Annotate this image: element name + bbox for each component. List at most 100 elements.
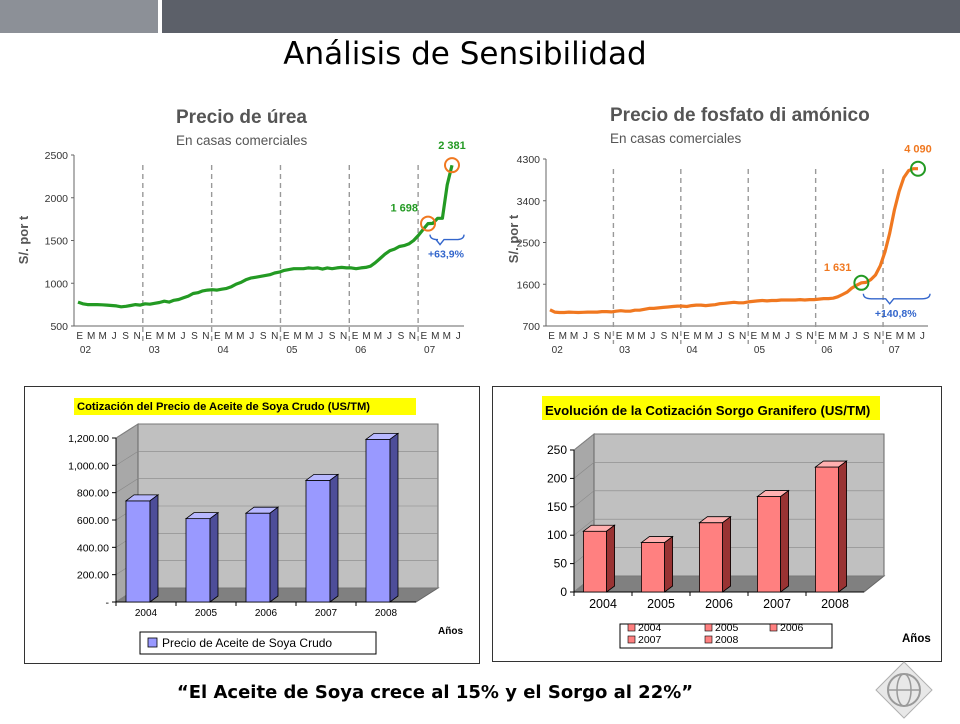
x-tick-label: E: [352, 331, 359, 342]
y-tick-label: 4300: [517, 154, 541, 166]
end-point-marker: [444, 157, 460, 174]
x-tick-label: M: [694, 331, 702, 342]
x-tick-label: N: [409, 331, 416, 342]
x-tick-label: 2006: [705, 597, 733, 611]
gridline-side: [573, 518, 595, 536]
x-tick-label: E: [214, 331, 221, 342]
bar-front: [305, 479, 331, 603]
y-tick-label: 150: [547, 500, 567, 514]
bar-front: [185, 518, 211, 603]
x-tick-label: E: [818, 331, 825, 342]
x-tick-label: E: [548, 331, 555, 342]
x-tick-label: M: [87, 331, 95, 342]
header-bar-left: [0, 0, 158, 33]
bar: [124, 494, 160, 603]
y-tick-label: 700: [522, 321, 540, 333]
chart-subtitle: En casas comerciales: [176, 133, 308, 148]
y-tick-label: 200: [547, 471, 567, 485]
x-tick-label: S: [795, 331, 802, 342]
start-value-label: 1 631: [824, 262, 852, 274]
bar: [640, 535, 674, 593]
x-tick-label: M: [761, 331, 769, 342]
y-tick-label: 2000: [45, 193, 69, 205]
x-tick-label: N: [604, 331, 611, 342]
chart-subtitle: En casas comerciales: [610, 131, 742, 146]
x-tick-label: M: [431, 331, 439, 342]
x-tick-label: 2008: [375, 608, 398, 619]
bar-front: [365, 438, 391, 603]
x-tick-label: E: [885, 331, 892, 342]
bar-front: [756, 496, 781, 593]
bar-front: [583, 530, 608, 593]
x-tick-label: E: [683, 331, 690, 342]
year-label: 04: [686, 345, 698, 356]
x-tick-label: M: [167, 331, 175, 342]
x-tick-label: M: [705, 331, 713, 342]
y-axis-label: S/. por t: [16, 215, 31, 264]
year-label: 05: [286, 345, 298, 356]
bar-side: [269, 506, 279, 603]
change-percent-label: +63,9%: [428, 249, 465, 261]
x-tick-label: S: [863, 331, 870, 342]
year-label: 06: [355, 345, 367, 356]
gridline-side: [115, 451, 139, 466]
chart-title-box: [542, 396, 880, 420]
legend-swatch: [627, 635, 636, 644]
year-label: 04: [218, 345, 230, 356]
x-tick-label: M: [305, 331, 313, 342]
y-tick-label: -: [106, 597, 110, 609]
y-tick-label: 0: [560, 585, 567, 599]
legend-label: 2004: [638, 622, 662, 634]
legend-label: 2007: [638, 634, 662, 646]
gridline-side: [573, 433, 595, 451]
x-tick-label: 2006: [255, 608, 278, 619]
bar-side: [606, 524, 615, 593]
x-tick-label: 2004: [589, 597, 617, 611]
chart-title: Precio de úrea: [176, 107, 307, 128]
x-tick-label: M: [828, 331, 836, 342]
chart-title: Evolución de la Cotización Sorgo Granife…: [545, 403, 870, 418]
x-tick-label: M: [156, 331, 164, 342]
x-tick-label: S: [191, 331, 198, 342]
chart-title: Precio de fosfato di amónico: [610, 105, 870, 126]
x-axis-label: Años: [438, 626, 463, 637]
year-label: 03: [149, 345, 161, 356]
end-point-marker: [910, 160, 926, 177]
change-brace: [862, 293, 931, 305]
y-tick-label: 250: [547, 443, 567, 457]
soy-oil-price-chart: Cotización del Precio de Aceite de Soya …: [24, 386, 480, 664]
x-tick-label: M: [626, 331, 634, 342]
year-label: 02: [80, 345, 92, 356]
dap-price-chart: Precio de fosfato di amónico En casas com…: [498, 94, 942, 376]
x-tick-label: N: [672, 331, 679, 342]
gridline-side: [115, 478, 139, 493]
bar: [756, 489, 790, 593]
x-tick-label: N: [271, 331, 278, 342]
x-axis-label: Años: [902, 633, 931, 645]
y-tick-label: 1000: [45, 278, 69, 290]
start-point-marker: [420, 215, 437, 232]
urea-price-chart: Precio de úrea En casas comerciales S/. po…: [16, 100, 476, 375]
x-tick-label: S: [661, 331, 668, 342]
bar: [184, 511, 220, 603]
end-value-label: 2 381: [438, 140, 466, 152]
y-tick-label: 1,200.00: [68, 433, 109, 445]
bar-front: [640, 542, 665, 593]
x-tick-label: J: [583, 331, 588, 342]
bar-side: [209, 511, 219, 603]
legend-label: 2005: [715, 622, 739, 634]
x-tick-label: S: [593, 331, 600, 342]
x-tick-label: 2005: [195, 608, 218, 619]
bar-front: [125, 500, 151, 603]
x-tick-label: N: [133, 331, 140, 342]
x-tick-label: E: [145, 331, 152, 342]
x-tick-label: E: [421, 331, 428, 342]
change-percent-label: +140,8%: [875, 308, 917, 320]
y-tick-label: 200.00: [77, 570, 109, 582]
x-tick-label: J: [785, 331, 790, 342]
legend-swatch: [704, 623, 713, 632]
slide-quote: “El Aceite de Soya crece al 15% y el Sor…: [176, 682, 694, 703]
x-tick-label: S: [398, 331, 405, 342]
x-tick-label: M: [294, 331, 302, 342]
x-tick-label: M: [907, 331, 915, 342]
